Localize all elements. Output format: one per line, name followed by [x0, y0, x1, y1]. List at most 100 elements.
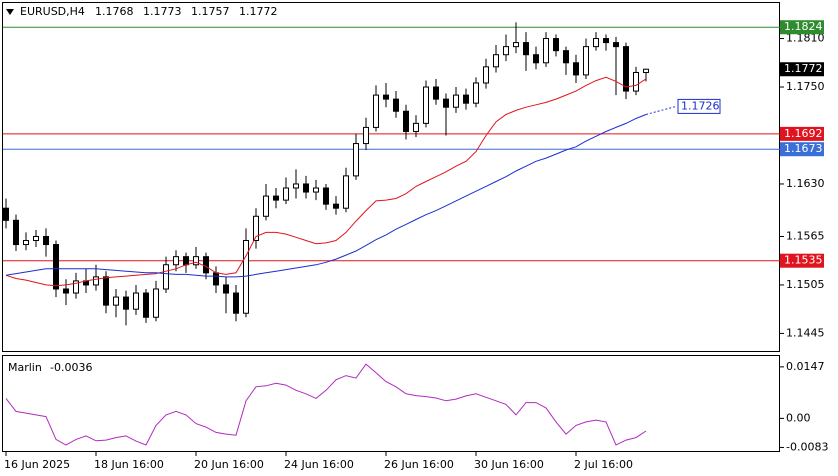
candle-body — [583, 46, 589, 76]
level-label: 1.1535 — [784, 254, 823, 267]
candle-body — [543, 38, 549, 64]
x-tick-label: 16 Jun 2025 — [4, 458, 70, 471]
candle-body — [203, 256, 209, 274]
candle-body — [553, 38, 559, 52]
candle-body — [563, 50, 569, 64]
level-label-box — [780, 126, 824, 141]
candle-body — [333, 203, 339, 209]
x-tick-label: 24 Jun 16:00 — [284, 458, 354, 471]
candle-body — [323, 187, 329, 205]
candle-body — [433, 86, 439, 100]
candle-body — [113, 296, 119, 306]
candle-body — [73, 280, 79, 294]
candle-body — [273, 195, 279, 201]
candle-body — [473, 82, 479, 104]
oscillator-line — [5, 363, 647, 446]
candle-body — [313, 187, 319, 193]
candle-body — [223, 284, 229, 294]
candle-body — [43, 235, 49, 246]
oscillator-value: -0.0036 — [50, 361, 92, 374]
x-tick-label: 2 Jul 16:00 — [574, 458, 633, 471]
level-label-box — [780, 253, 824, 268]
candle-body — [173, 256, 179, 266]
candle-body — [23, 240, 29, 246]
oscillator-panel-frame — [2, 355, 780, 452]
x-tick-label: 26 Jun 16:00 — [384, 458, 454, 471]
y-tick-label: 1.1810 — [786, 32, 825, 45]
candle-body — [163, 264, 169, 290]
level-label: 1.1692 — [784, 127, 823, 140]
chart-title: EURUSD,H4 1.1768 1.1773 1.1757 1.1772 — [20, 5, 278, 18]
candle-body — [363, 126, 369, 145]
candle-body — [303, 183, 309, 193]
y-tick-label: 1.1445 — [786, 326, 825, 339]
collapse-arrow[interactable] — [6, 9, 14, 15]
y-tick-label: 1.1565 — [786, 229, 825, 242]
price-label-box — [780, 62, 824, 77]
candle-body — [603, 38, 609, 44]
y-tick-label: 0.0147 — [786, 360, 825, 373]
candle-body — [423, 86, 429, 124]
candle-body — [53, 244, 59, 290]
projection-line — [645, 105, 677, 115]
level-label: 1.1673 — [784, 142, 823, 155]
candle-body — [183, 256, 189, 266]
title-open: 1.1768 — [95, 5, 134, 18]
projection-box — [677, 98, 721, 114]
candle-body — [243, 240, 249, 314]
candle-body — [623, 46, 629, 92]
projection-label: 1.1726 — [681, 99, 720, 112]
moving-average — [5, 76, 647, 287]
candle-body — [393, 98, 399, 112]
candle-body — [213, 272, 219, 286]
candle-body — [383, 94, 389, 100]
y-tick-label: 0.00 — [786, 411, 811, 424]
candle-body — [573, 62, 579, 76]
x-tick-label: 30 Jun 16:00 — [474, 458, 544, 471]
candle-body — [483, 66, 489, 84]
price-label: 1.1772 — [784, 62, 823, 75]
candle-body — [63, 288, 69, 294]
candle-body — [283, 187, 289, 201]
symbol: EURUSD,H4 — [20, 5, 85, 18]
candle-body — [593, 38, 599, 48]
y-tick-label: 1.1750 — [786, 80, 825, 93]
candle-body — [293, 183, 299, 189]
title-high: 1.1773 — [143, 5, 182, 18]
candle-body — [613, 42, 619, 48]
candle-body — [133, 292, 139, 310]
candle-body — [523, 42, 529, 56]
y-tick-label: 1.1505 — [786, 278, 825, 291]
candle-body — [373, 94, 379, 128]
candle-body — [633, 71, 639, 92]
candle-body — [513, 42, 519, 48]
oscillator-name: Marlin — [8, 361, 42, 374]
candle-body — [463, 94, 469, 104]
candle-body — [493, 54, 499, 68]
level-label-box — [780, 20, 824, 35]
candle-body — [93, 276, 99, 286]
candle-body — [13, 219, 19, 246]
level-label: 1.1824 — [784, 20, 823, 33]
candle-body — [353, 143, 359, 177]
candle-body — [153, 288, 159, 318]
main-panel-frame — [2, 2, 780, 352]
x-tick-label: 20 Jun 16:00 — [194, 458, 264, 471]
candle-body — [443, 98, 449, 108]
candle-body — [123, 296, 129, 310]
candle-body — [3, 207, 9, 221]
candle-body — [233, 292, 239, 314]
candle-body — [403, 110, 409, 132]
candle-body — [253, 215, 259, 242]
y-tick-label: -0.0083 — [786, 440, 828, 453]
moving-average — [5, 114, 647, 278]
candle-body — [143, 292, 149, 318]
candle-body — [503, 46, 509, 56]
candle-body — [193, 256, 199, 266]
title-low: 1.1757 — [191, 5, 230, 18]
x-tick-label: 18 Jun 16:00 — [94, 458, 164, 471]
candle-body — [643, 68, 649, 73]
candle-body — [263, 195, 269, 217]
